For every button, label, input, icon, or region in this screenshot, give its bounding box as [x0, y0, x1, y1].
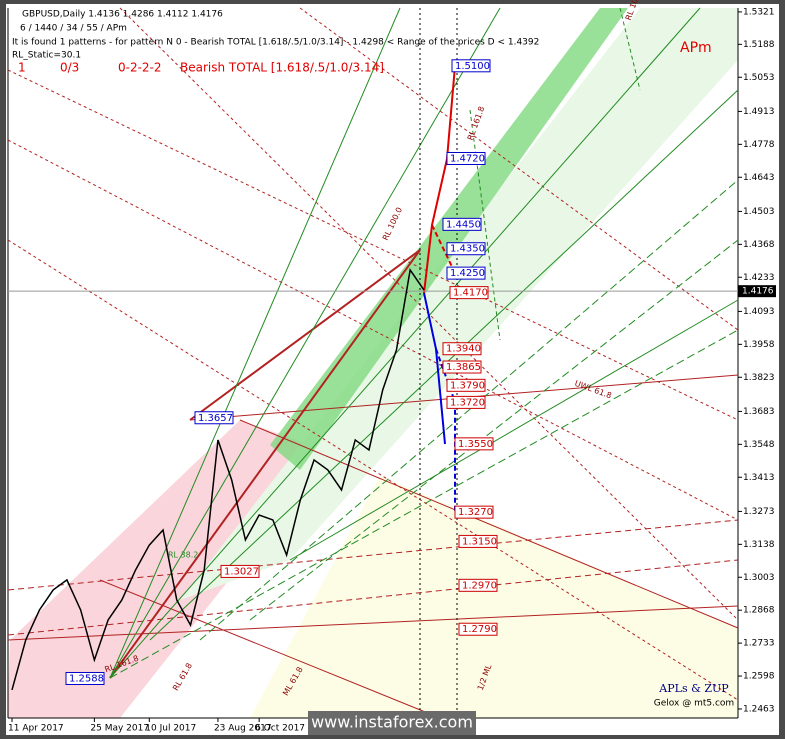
level-box [65, 671, 105, 685]
y-tick-label: 1.4503 [743, 207, 775, 217]
decorations [7, 7, 739, 719]
status: 1 [18, 61, 26, 75]
credit: Gelox @ mt5.com [654, 699, 734, 709]
y-tick-label: 1.2463 [743, 704, 775, 714]
level-box [442, 360, 482, 374]
current-price-box [738, 285, 776, 298]
level-label: 1.4250 [450, 268, 485, 279]
plot [8, 268, 738, 691]
level-label: 1.5100 [455, 61, 490, 72]
symbol-header: GBPUSD,Daily 1.4136 1.4286 1.4112 1.4176 [22, 10, 223, 20]
level-box [442, 217, 482, 231]
x-tick-label: 6 Oct 2017 [255, 724, 305, 734]
x-tick-label: 25 May 2017 [90, 724, 149, 734]
level-box [454, 505, 494, 519]
level-box [446, 395, 486, 409]
level-box [446, 378, 486, 392]
y-tick-label: 1.3138 [743, 540, 775, 550]
static-line: RL_Static=30.1 [12, 51, 81, 61]
level-box [458, 578, 498, 592]
level-box [458, 622, 498, 636]
status: 0-2-2-2 [118, 61, 162, 75]
level-label: 1.3027 [224, 566, 259, 577]
level-box [446, 242, 486, 256]
level-label: 1.3270 [458, 507, 493, 518]
y-tick-label: 1.3823 [743, 373, 775, 383]
settings-line: 6 / 1440 / 34 / 55 / APm [20, 24, 127, 34]
y-tick-label: 1.3273 [743, 507, 775, 517]
y-tick-label: 1.5321 [743, 7, 775, 17]
y-tick-label: 1.3003 [743, 573, 775, 583]
level-box [446, 151, 486, 165]
watermark: www.instaforex.com [311, 713, 473, 732]
level-label: 1.4170 [453, 288, 488, 299]
annotation: RL 38.2 [168, 551, 198, 560]
y-tick-label: 1.4233 [743, 273, 775, 283]
pattern-line: It is found 1 patterns - for pattern N 0… [12, 38, 539, 48]
level-box [442, 342, 482, 356]
y-tick-label: 1.2733 [743, 639, 775, 649]
x-tick-label: 23 Aug 2017 [214, 724, 272, 734]
y-tick-label: 1.5053 [743, 73, 775, 83]
y-tick-label: 1.3413 [743, 473, 775, 483]
y-tick-label: 1.4778 [743, 140, 775, 150]
level-label: 1.3550 [458, 439, 493, 450]
level-box [194, 411, 234, 425]
level-label: 1.4720 [450, 153, 485, 164]
level-label: 1.4350 [450, 244, 485, 255]
level-label: 1.3940 [446, 344, 481, 355]
level-box [446, 266, 486, 280]
level-label: 1.3657 [198, 413, 233, 424]
level-label: 1.3150 [462, 536, 497, 547]
y-tick-label: 1.2598 [743, 672, 775, 682]
level-box [458, 534, 498, 548]
x-tick-label: 11 Apr 2017 [8, 724, 64, 734]
level-box [449, 286, 489, 300]
level-label: 1.2790 [462, 624, 497, 635]
level-label: 1.2588 [69, 673, 104, 684]
y-tick-label: 1.4093 [743, 307, 775, 317]
current-price-label: 1.4176 [742, 287, 774, 297]
watermark-bg [308, 711, 476, 735]
credit: APLs & ZUP [658, 682, 729, 695]
corner-label: APm [680, 40, 712, 56]
y-tick-label: 1.4643 [743, 173, 775, 183]
level-label: 1.3865 [446, 362, 481, 373]
level-box [454, 437, 494, 451]
y-tick-label: 1.4368 [743, 240, 775, 250]
y-tick-label: 1.3958 [743, 340, 775, 350]
price-line [11, 268, 425, 691]
y-tick-label: 1.3548 [743, 440, 775, 450]
y-tick-label: 1.2868 [743, 606, 775, 616]
y-tick-label: 1.4913 [743, 107, 775, 117]
status: 0/3 [60, 61, 79, 75]
level-label: 1.3720 [450, 397, 485, 408]
status: Bearish TOTAL [1.618/.5/1.0/3.14] [180, 61, 384, 75]
level-label: 1.4450 [446, 219, 481, 230]
level-box [220, 564, 260, 578]
x-tick-label: 10 Jul 2017 [145, 724, 196, 734]
level-label: 1.2970 [462, 580, 497, 591]
y-tick-label: 1.5188 [743, 40, 775, 50]
y-tick-label: 1.3683 [743, 407, 775, 417]
level-box [451, 59, 491, 73]
level-label: 1.3790 [450, 380, 485, 391]
